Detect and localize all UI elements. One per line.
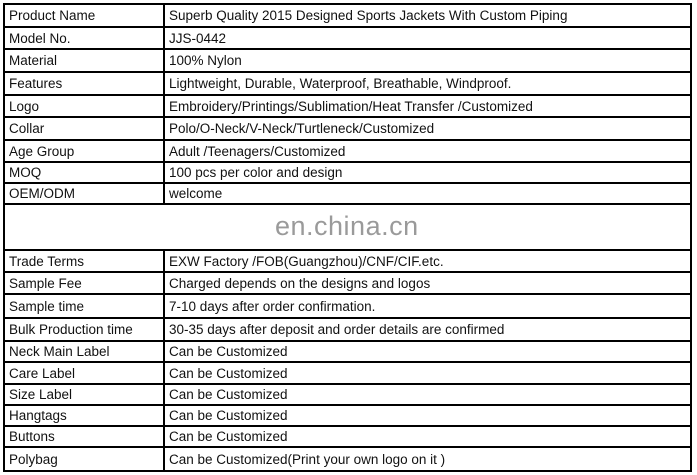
table-row: Trade Terms EXW Factory /FOB(Guangzhou)/C…	[5, 251, 690, 273]
table-row: Collar Polo/O-Neck/V-Neck/Turtleneck/Cust…	[5, 118, 690, 141]
row-value: 100 pcs per color and design	[169, 165, 343, 180]
row-label: Sample time	[5, 295, 165, 317]
table-row: MOQ 100 pcs per color and design	[5, 163, 690, 184]
table-row: Product Name Superb Quality 2015 Designed…	[5, 5, 690, 28]
row-value: EXW Factory /FOB(Guangzhou)/CNF/CIF.etc.	[169, 253, 444, 269]
watermark-text: en.china.cn	[275, 211, 419, 241]
table-row: OEM/ODM welcome	[5, 184, 690, 205]
row-value: Adult /Teenagers/Customized	[169, 143, 346, 159]
table-row: Polybag Can be Customized(Print your own …	[5, 448, 690, 470]
row-value: Can be Customized	[169, 344, 288, 359]
row-label: Material	[5, 50, 165, 71]
row-label: MOQ	[5, 163, 165, 182]
row-value: Can be Customized(Print your own logo on…	[169, 451, 446, 467]
table-row: Buttons Can be Customized	[5, 427, 690, 448]
row-value: Can be Customized	[169, 365, 288, 381]
row-value: welcome	[169, 186, 223, 201]
row-label: Neck Main Label	[5, 342, 165, 361]
row-value: 30-35 days after deposit and order detai…	[169, 322, 505, 337]
row-label: Hangtags	[5, 406, 165, 425]
row-value: Can be Customized	[169, 429, 288, 444]
table-row: Size Label Can be Customized	[5, 385, 690, 406]
table-row: Material 100% Nylon	[5, 50, 690, 73]
watermark-row-label-cell	[5, 205, 165, 249]
table-row: Bulk Production time 30-35 days after dep…	[5, 319, 690, 342]
table-row: Model No. JJS-0442	[5, 28, 690, 50]
table-row: Sample time 7-10 days after order confirm…	[5, 295, 690, 319]
row-value: Superb Quality 2015 Designed Sports Jack…	[169, 8, 568, 23]
row-label: Age Group	[5, 141, 165, 161]
table-row: Neck Main Label Can be Customized	[5, 342, 690, 363]
row-label: Model No.	[5, 28, 165, 48]
row-value: Polo/O-Neck/V-Neck/Turtleneck/Customized	[169, 121, 435, 136]
table-row: Age Group Adult /Teenagers/Customized	[5, 141, 690, 163]
row-label: Polybag	[5, 448, 165, 470]
row-label: Size Label	[5, 385, 165, 404]
row-value: Embroidery/Printings/Sublimation/Heat Tr…	[169, 98, 533, 114]
row-label: Bulk Production time	[5, 319, 165, 340]
row-value: 7-10 days after order confirmation.	[169, 298, 376, 314]
row-label: Product Name	[5, 5, 165, 26]
row-label: Features	[5, 73, 165, 94]
row-label: Trade Terms	[5, 251, 165, 271]
row-value: Can be Customized	[169, 408, 288, 423]
watermark-row: en.china.cn	[5, 205, 690, 251]
table-row: Hangtags Can be Customized	[5, 406, 690, 427]
row-value: 100% Nylon	[169, 53, 242, 68]
row-label: Buttons	[5, 427, 165, 446]
row-value: Can be Customized	[169, 387, 288, 402]
table-row: Care Label Can be Customized	[5, 363, 690, 385]
table-row: Logo Embroidery/Printings/Sublimation/Hea…	[5, 96, 690, 118]
row-label: OEM/ODM	[5, 184, 165, 203]
row-label: Logo	[5, 96, 165, 116]
row-label: Sample Fee	[5, 273, 165, 293]
table-row: Sample Fee Charged depends on the designs…	[5, 273, 690, 295]
row-value: JJS-0442	[169, 30, 227, 46]
table-row: Features Lightweight, Durable, Waterproof…	[5, 73, 690, 96]
row-label: Collar	[5, 118, 165, 139]
row-value: Charged depends on the designs and logos	[169, 275, 431, 291]
row-value: Lightweight, Durable, Waterproof, Breath…	[169, 76, 512, 91]
spec-table: Product Name Superb Quality 2015 Designed…	[3, 3, 692, 472]
watermark-row-value-cell	[165, 205, 690, 249]
row-label: Care Label	[5, 363, 165, 383]
